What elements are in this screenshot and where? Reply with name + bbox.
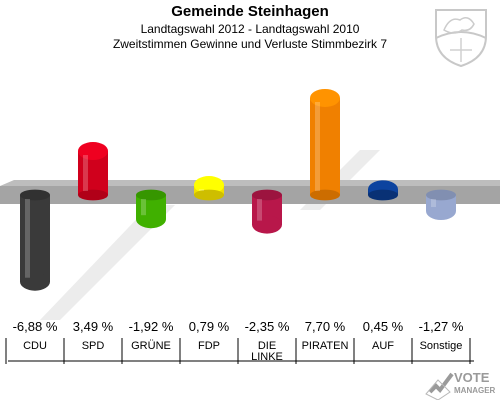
bar-base-6 [368,189,398,201]
category-label-1: SPD [82,340,105,352]
ballot-check-icon [425,372,454,400]
zero-band [0,186,500,204]
logo-line1: VOTE [454,370,490,385]
category-label-2: GRÜNE [131,340,171,352]
bar-0 [20,195,50,282]
logo-line2: MANAGER [454,386,496,395]
bar-cap-5 [310,88,340,107]
bar-base-0 [20,189,50,201]
bar-base-3 [194,189,224,201]
value-label-5: 7,70 % [305,319,346,334]
category-label-4: DIE [258,340,276,352]
value-label-4: -2,35 % [245,319,290,334]
bar-highlight-3 [199,189,204,191]
value-label-2: -1,92 % [129,319,174,334]
bar-base-1 [78,189,108,201]
category-label-4-line2: LINKE [251,351,283,363]
category-label-6: AUF [372,340,394,352]
bar-cap-0 [20,272,50,291]
bar-base-2 [136,189,166,201]
value-label-7: -1,27 % [419,319,464,334]
category-label-0: CDU [23,340,47,352]
bar-highlight-2 [141,199,146,216]
category-label-5: PIRATEN [302,340,349,352]
bar-cap-1 [78,142,108,161]
bar-base-4 [252,189,282,201]
value-label-6: 0,45 % [363,319,404,334]
bar-base-5 [310,189,340,201]
coat-of-arms-icon [435,9,487,68]
bar-highlight-1 [83,155,88,191]
value-label-0: -6,88 % [13,319,58,334]
bar-highlight-5 [315,101,320,191]
category-label-7: Sonstige [420,340,463,352]
bar-base-7 [426,189,456,201]
bar-5 [310,97,340,195]
value-label-3: 0,79 % [189,319,230,334]
chart-title: Gemeinde Steinhagen [171,3,329,20]
vote-manager-logo: VOTE MANAGER [425,370,496,400]
bar-highlight-7 [431,199,436,208]
bar-highlight-4 [257,199,262,221]
bar-cap-2 [136,210,166,229]
bar-cap-4 [252,215,282,234]
background-shadow [40,150,380,320]
bar-highlight-0 [25,199,30,278]
bar-cap-3 [194,176,224,195]
category-label-3: FDP [198,340,220,352]
chart-subtitle-1: Landtagswahl 2012 - Landtagswahl 2010 [140,22,360,36]
chart-subtitle-2: Zweitstimmen Gewinne und Verluste Stimmb… [112,37,388,51]
value-label-1: 3,49 % [73,319,114,334]
bar-cap-7 [426,202,456,221]
zero-band-top [0,180,500,186]
